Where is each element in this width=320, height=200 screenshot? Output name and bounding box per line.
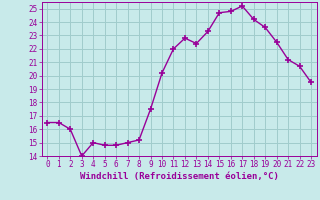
X-axis label: Windchill (Refroidissement éolien,°C): Windchill (Refroidissement éolien,°C)	[80, 172, 279, 181]
